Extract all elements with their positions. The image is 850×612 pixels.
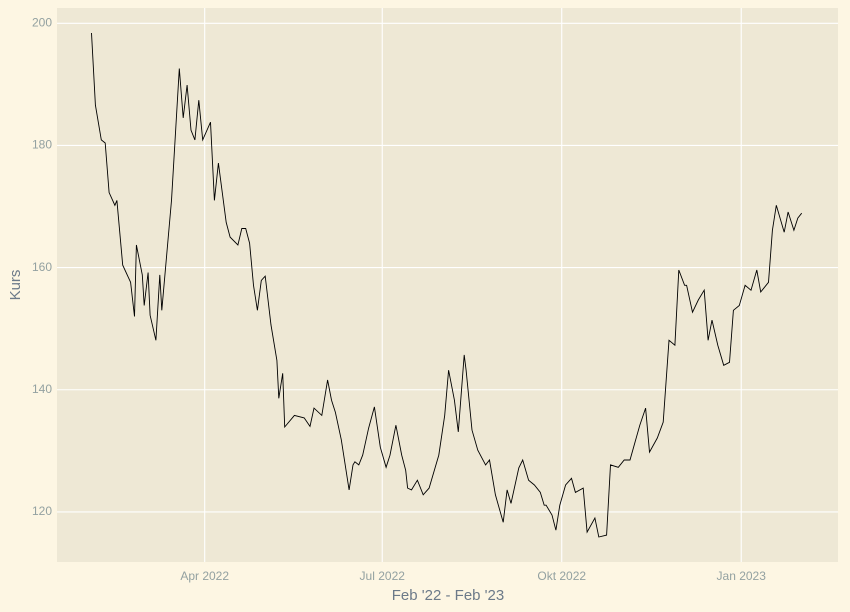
- y-tick-label: 200: [32, 15, 52, 29]
- y-tick-label: 160: [32, 260, 52, 274]
- y-axis-title: Kurs: [7, 270, 24, 301]
- x-tick-label: Jan 2023: [717, 569, 767, 583]
- x-tick-label: Jul 2022: [360, 569, 406, 583]
- panel: [57, 8, 838, 562]
- x-tick-label: Apr 2022: [180, 569, 229, 583]
- y-tick-label: 120: [32, 504, 52, 518]
- y-tick-label: 140: [32, 382, 52, 396]
- x-tick-label: Okt 2022: [537, 569, 586, 583]
- line: [91, 32, 803, 538]
- x-axis-title: Feb '22 - Feb '23: [392, 587, 504, 604]
- y-tick-label: 180: [32, 138, 52, 152]
